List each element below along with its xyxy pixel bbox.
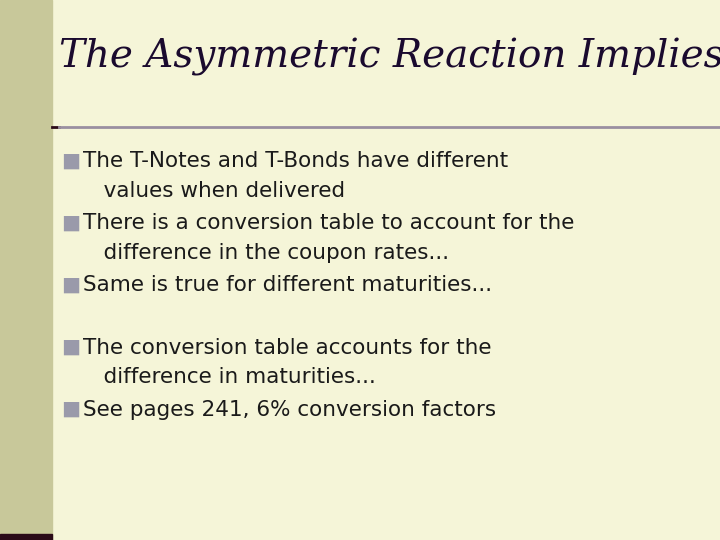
Text: ■: ■ — [61, 275, 80, 294]
Text: The conversion table accounts for the: The conversion table accounts for the — [83, 338, 491, 357]
Text: Same is true for different maturities...: Same is true for different maturities... — [83, 275, 492, 295]
Text: See pages 241, 6% conversion factors: See pages 241, 6% conversion factors — [83, 400, 496, 420]
Text: The Asymmetric Reaction Implies: The Asymmetric Reaction Implies — [59, 38, 720, 76]
Text: ■: ■ — [61, 213, 80, 232]
Text: values when delivered: values when delivered — [83, 181, 345, 201]
Text: ■: ■ — [61, 338, 80, 356]
Text: difference in maturities...: difference in maturities... — [83, 367, 376, 387]
Bar — [0, 0, 52, 540]
Text: There is a conversion table to account for the: There is a conversion table to account f… — [83, 213, 574, 233]
Bar — [0, 534, 52, 540]
Text: difference in the coupon rates...: difference in the coupon rates... — [83, 243, 449, 263]
Text: ■: ■ — [61, 400, 80, 419]
Text: The T-Notes and T-Bonds have different: The T-Notes and T-Bonds have different — [83, 151, 508, 171]
Text: ■: ■ — [61, 151, 80, 170]
